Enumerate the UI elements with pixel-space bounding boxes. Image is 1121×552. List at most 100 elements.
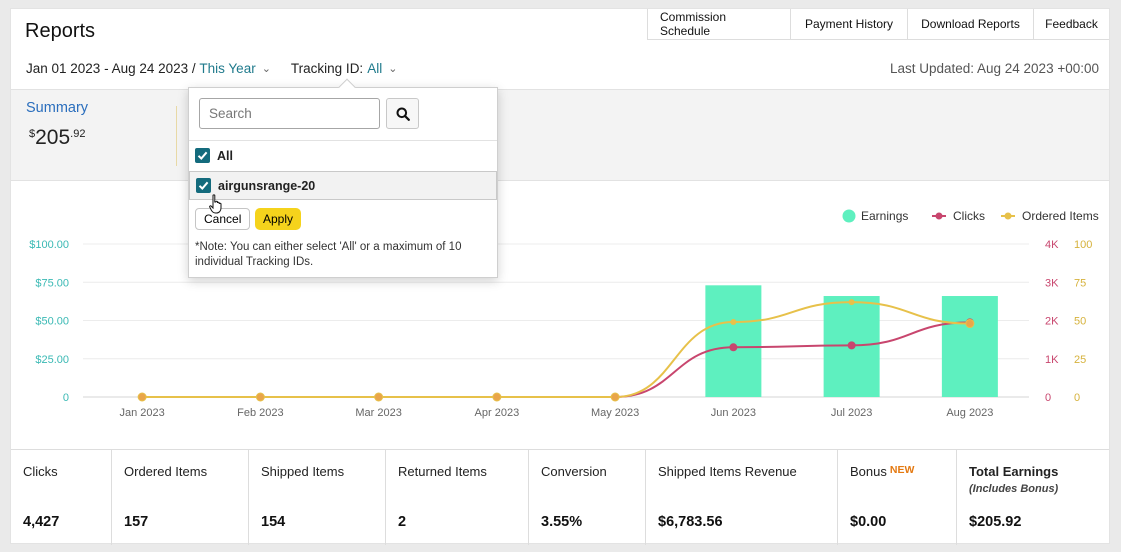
- summary-label[interactable]: Summary: [26, 100, 89, 116]
- stat-label: Total Earnings: [969, 464, 1059, 479]
- line-ordered-items: [142, 301, 970, 398]
- bar-earnings: [705, 285, 762, 397]
- option-label: All: [217, 148, 233, 163]
- stat-label: Ordered Items: [124, 464, 208, 479]
- point-clicks: [847, 341, 856, 350]
- legend-label: Ordered Items: [1022, 209, 1099, 223]
- point-ordered-items: [374, 392, 384, 402]
- right-axis-tick: 0: [1045, 392, 1051, 404]
- stat-label: Conversion: [541, 464, 607, 479]
- option-airgunsrange-20[interactable]: airgunsrange-20: [189, 171, 497, 200]
- point-ordered-items: [137, 392, 147, 402]
- stat-conversion: Conversion 3.55%: [529, 450, 646, 545]
- stat-value: $6,783.56: [658, 514, 723, 530]
- top-nav: Commission Schedule Payment History Down…: [647, 9, 1109, 40]
- date-separator: /: [188, 61, 200, 76]
- right-axis-tick: 3K: [1045, 277, 1059, 289]
- stat-value: 157: [124, 514, 149, 530]
- dropdown-divider: [189, 140, 497, 141]
- summary-panel: Summary $205.92: [11, 89, 1109, 181]
- legend-marker: [935, 212, 943, 220]
- tracking-id-label: Tracking ID:: [290, 61, 364, 76]
- legend-label: Clicks: [953, 209, 985, 223]
- point-ordered-items: [610, 392, 620, 402]
- stat-shipped-items: Shipped Items 154: [249, 450, 386, 545]
- left-axis-tick: 0: [63, 392, 69, 404]
- checkbox-checked-icon[interactable]: [196, 178, 211, 193]
- stat-label: Shipped Items Revenue: [658, 464, 797, 479]
- point-ordered-items: [965, 319, 975, 329]
- legend-marker: [842, 209, 856, 223]
- x-axis-label: Jan 2023: [119, 407, 164, 419]
- option-all[interactable]: All: [189, 141, 497, 170]
- stat-value: 3.55%: [541, 514, 583, 530]
- point-ordered-items: [848, 299, 855, 306]
- right-axis-tick: 2K: [1045, 316, 1059, 328]
- last-updated: Last Updated: Aug 24 2023 +00:00: [889, 61, 1099, 76]
- point-ordered-items: [730, 319, 737, 326]
- search-input[interactable]: [199, 98, 380, 129]
- right-axis-tick: 0: [1074, 392, 1080, 404]
- summary-amount: $205.92: [29, 126, 85, 150]
- tab-payment-history[interactable]: Payment History: [790, 9, 907, 40]
- point-ordered-items: [255, 392, 265, 402]
- filter-bar: Jan 01 2023 - Aug 24 2023 / This Year ⌄ …: [26, 61, 397, 76]
- stat-label: Returned Items: [398, 464, 487, 479]
- left-axis-tick: $25.00: [35, 354, 69, 366]
- x-axis-label: May 2023: [591, 407, 639, 419]
- left-axis-tick: $100.00: [29, 239, 69, 251]
- right-axis-tick: 25: [1074, 354, 1086, 366]
- left-axis-tick: $75.00: [35, 277, 69, 289]
- stat-total-earnings: Total Earnings (Includes Bonus) $205.92: [957, 450, 1109, 545]
- right-axis-tick: 1K: [1045, 354, 1059, 366]
- stat-value: $0.00: [850, 514, 887, 530]
- stat-bonus: Bonus NEW $0.00: [838, 450, 957, 545]
- summary-whole: 205: [35, 126, 71, 149]
- stat-returned-items: Returned Items 2: [386, 450, 529, 545]
- bar-earnings: [941, 296, 998, 397]
- search-button[interactable]: [386, 98, 419, 129]
- right-axis-tick: 75: [1074, 277, 1086, 289]
- point-clicks: [729, 343, 738, 352]
- page-title: Reports: [25, 20, 96, 42]
- earnings-chart: 0 $25.00 $50.00 $75.00 $100.00 0 1K 2K 3K 4K 0 25 50…: [29, 209, 1099, 419]
- chevron-down-icon[interactable]: ⌄: [261, 63, 271, 75]
- tab-download-reports[interactable]: Download Reports: [907, 9, 1033, 40]
- stat-value: 4,427: [23, 514, 60, 530]
- period-selector[interactable]: This Year: [199, 61, 256, 76]
- stat-value: 154: [261, 514, 286, 530]
- stat-sublabel: (Includes Bonus): [969, 483, 1059, 495]
- tracking-id-selector[interactable]: All: [367, 61, 383, 76]
- summary-cents: .92: [70, 128, 86, 140]
- stat-clicks: Clicks 4,427: [11, 450, 112, 545]
- selection-note: *Note: You can either select 'All' or a …: [195, 241, 462, 268]
- right-axis-tick: 4K: [1045, 239, 1059, 251]
- x-axis-label: Aug 2023: [946, 407, 993, 419]
- stat-label: Clicks: [23, 464, 58, 479]
- stats-bar: Clicks 4,427 Ordered Items 157 Shipped I…: [11, 449, 1109, 545]
- x-axis-label: Jun 2023: [711, 407, 756, 419]
- left-axis-tick: $50.00: [35, 316, 69, 328]
- new-badge: NEW: [889, 464, 915, 476]
- apply-button[interactable]: Apply: [255, 208, 302, 230]
- stat-value: $205.92: [969, 514, 1022, 530]
- stat-ordered-items: Ordered Items 157: [112, 450, 249, 545]
- tab-commission-schedule[interactable]: Commission Schedule: [647, 9, 790, 40]
- chevron-down-icon[interactable]: ⌄: [388, 63, 398, 75]
- x-axis-label: Jul 2023: [831, 407, 873, 419]
- stat-value: 2: [398, 514, 407, 530]
- hand-cursor-icon: [209, 194, 222, 214]
- x-axis-label: Feb 2023: [237, 407, 283, 419]
- tab-feedback[interactable]: Feedback: [1033, 9, 1109, 40]
- cancel-button[interactable]: Cancel: [195, 208, 251, 230]
- legend-label: Earnings: [861, 209, 908, 223]
- point-ordered-items: [492, 392, 502, 402]
- x-axis-label: Mar 2023: [355, 407, 401, 419]
- dropdown-caret: [338, 78, 356, 96]
- stat-label: Shipped Items: [261, 464, 345, 479]
- legend-marker: [1004, 212, 1012, 220]
- search-icon: [396, 107, 410, 121]
- right-axis-tick: 100: [1074, 239, 1092, 251]
- checkbox-checked-icon[interactable]: [195, 148, 210, 163]
- tracking-id-dropdown: All airgunsrange-20 Cancel Apply *Note: …: [188, 78, 498, 278]
